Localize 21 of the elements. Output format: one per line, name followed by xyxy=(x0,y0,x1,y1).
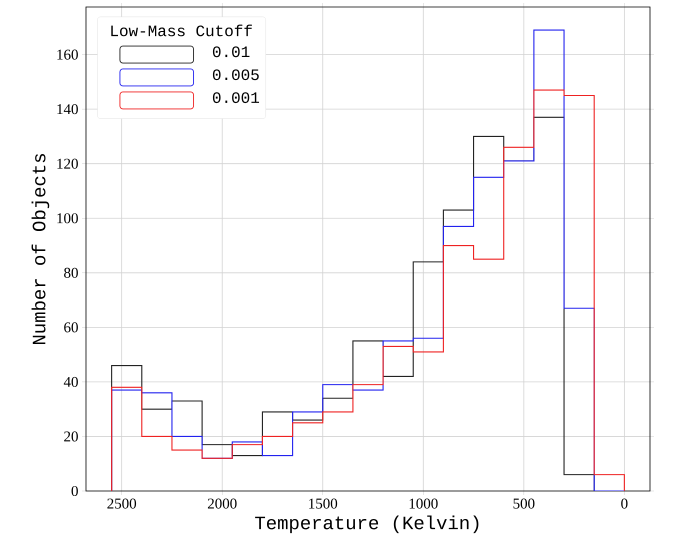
y-tick-label: 60 xyxy=(64,322,78,332)
y-tick-label: 140 xyxy=(57,104,78,114)
x-tick-label: 2000 xyxy=(208,498,237,509)
x-tick-label: 1000 xyxy=(410,498,438,509)
legend-label: 0.005 xyxy=(212,69,259,80)
x-tick-label: 500 xyxy=(513,498,534,509)
legend-label: 0.001 xyxy=(212,92,260,104)
x-axis-title: Temperature (Kelvin) xyxy=(255,515,478,534)
y-tick-label: 120 xyxy=(57,158,78,169)
y-tick-label: 40 xyxy=(64,376,78,387)
y-tick-label: 160 xyxy=(57,50,78,60)
x-tick-label: 1500 xyxy=(309,498,338,509)
y-axis-title: Number of Objects xyxy=(32,154,50,344)
legend-title: Low-Mass Cutoff xyxy=(111,24,252,36)
x-tick-label: 0 xyxy=(621,498,628,509)
y-tick-label: 80 xyxy=(64,268,78,278)
y-tick-label: 100 xyxy=(57,213,78,224)
x-tick-label: 2500 xyxy=(107,498,136,509)
y-tick-label: 20 xyxy=(64,431,78,442)
legend-label: 0.01 xyxy=(212,46,250,58)
y-tick-label: 0 xyxy=(72,486,78,496)
